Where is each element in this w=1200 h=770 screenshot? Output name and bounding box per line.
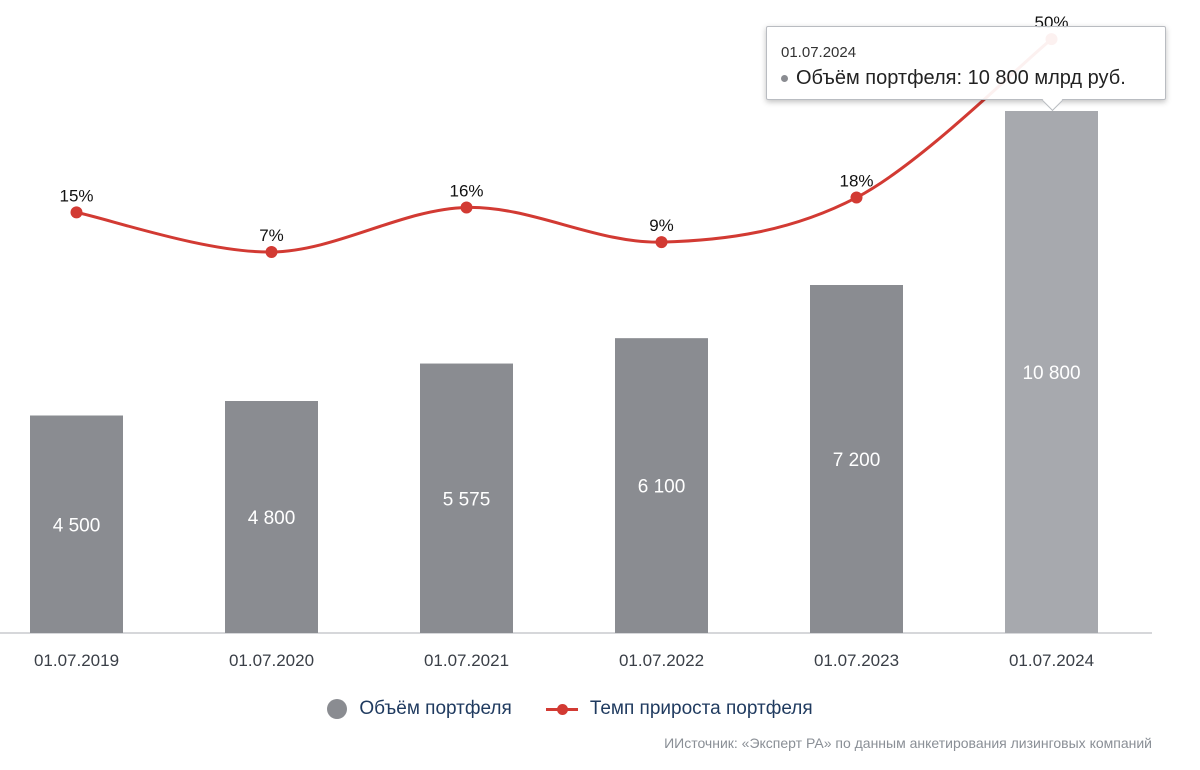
x-tick-label: 01.07.2021 xyxy=(424,651,509,670)
bar-01.07.2024[interactable] xyxy=(1005,111,1098,633)
chart-tooltip: 01.07.2024 Объём портфеля: 10 800 млрд р… xyxy=(766,26,1166,112)
bar-value-labels: 4 500 4 800 5 575 6 100 7 200 10 800 xyxy=(53,363,1081,536)
growth-point[interactable] xyxy=(655,236,668,249)
growth-point[interactable] xyxy=(460,201,473,214)
x-tick-label: 01.07.2019 xyxy=(34,651,119,670)
bar-01.07.2021[interactable] xyxy=(420,363,513,633)
bar-value-label: 10 800 xyxy=(1022,363,1080,384)
x-tick-label: 01.07.2023 xyxy=(814,651,899,670)
tooltip-bullet-icon xyxy=(781,75,788,82)
legend-circle-icon xyxy=(327,699,348,719)
growth-value-labels: 15%7%16%9%18%50% xyxy=(59,13,1068,245)
source-note: ИИсточник: «Эксперт РА» по данным анкети… xyxy=(664,735,1152,751)
growth-point[interactable] xyxy=(265,246,278,258)
x-tick-label: 01.07.2022 xyxy=(619,651,704,670)
growth-value-label: 7% xyxy=(259,226,284,245)
bar-01.07.2020[interactable] xyxy=(225,401,318,633)
legend-volume-label: Объём портфеля xyxy=(359,698,512,719)
growth-series-line xyxy=(76,37,1053,254)
x-tick-label: 01.07.2024 xyxy=(1009,651,1094,670)
x-axis-tick-labels: 01.07.2019 01.07.2020 01.07.2021 01.07.2022… xyxy=(34,651,1094,670)
bar-series xyxy=(30,111,1098,633)
bar-value-label: 5 575 xyxy=(443,489,491,510)
growth-value-label: 16% xyxy=(449,181,483,200)
bar-01.07.2019[interactable] xyxy=(30,415,123,634)
tooltip-date: 01.07.2024 xyxy=(781,44,857,61)
x-tick-label: 01.07.2020 xyxy=(229,651,314,670)
growth-value-label: 9% xyxy=(649,216,674,235)
legend-item-volume[interactable]: Объём портфеля xyxy=(327,698,512,720)
legend-growth-label: Темп прироста портфеля xyxy=(589,698,813,719)
growth-value-label: 18% xyxy=(839,172,873,191)
growth-point[interactable] xyxy=(850,191,863,204)
tooltip-text: Объём портфеля: 10 800 млрд руб. xyxy=(796,67,1126,89)
chart-legend: Объём портфеля Темп прироста портфеля xyxy=(0,698,1140,720)
bar-value-label: 4 800 xyxy=(248,508,296,529)
legend-item-growth[interactable]: Темп прироста портфеля xyxy=(545,698,813,720)
portfolio-chart: 4 500 4 800 5 575 6 100 7 200 10 800 15% 7% 16%… xyxy=(0,13,1152,670)
bar-01.07.2022[interactable] xyxy=(615,338,708,633)
bar-value-label: 7 200 xyxy=(833,450,881,471)
bar-01.07.2023[interactable] xyxy=(810,285,903,633)
growth-point[interactable] xyxy=(70,206,83,219)
bar-value-label: 6 100 xyxy=(638,477,686,498)
tooltip-row: Объём портфеля: 10 800 млрд руб. xyxy=(781,67,1151,90)
legend-line-marker-icon xyxy=(545,703,578,715)
growth-value-label: 15% xyxy=(59,186,93,205)
bar-value-label: 4 500 xyxy=(53,515,101,536)
